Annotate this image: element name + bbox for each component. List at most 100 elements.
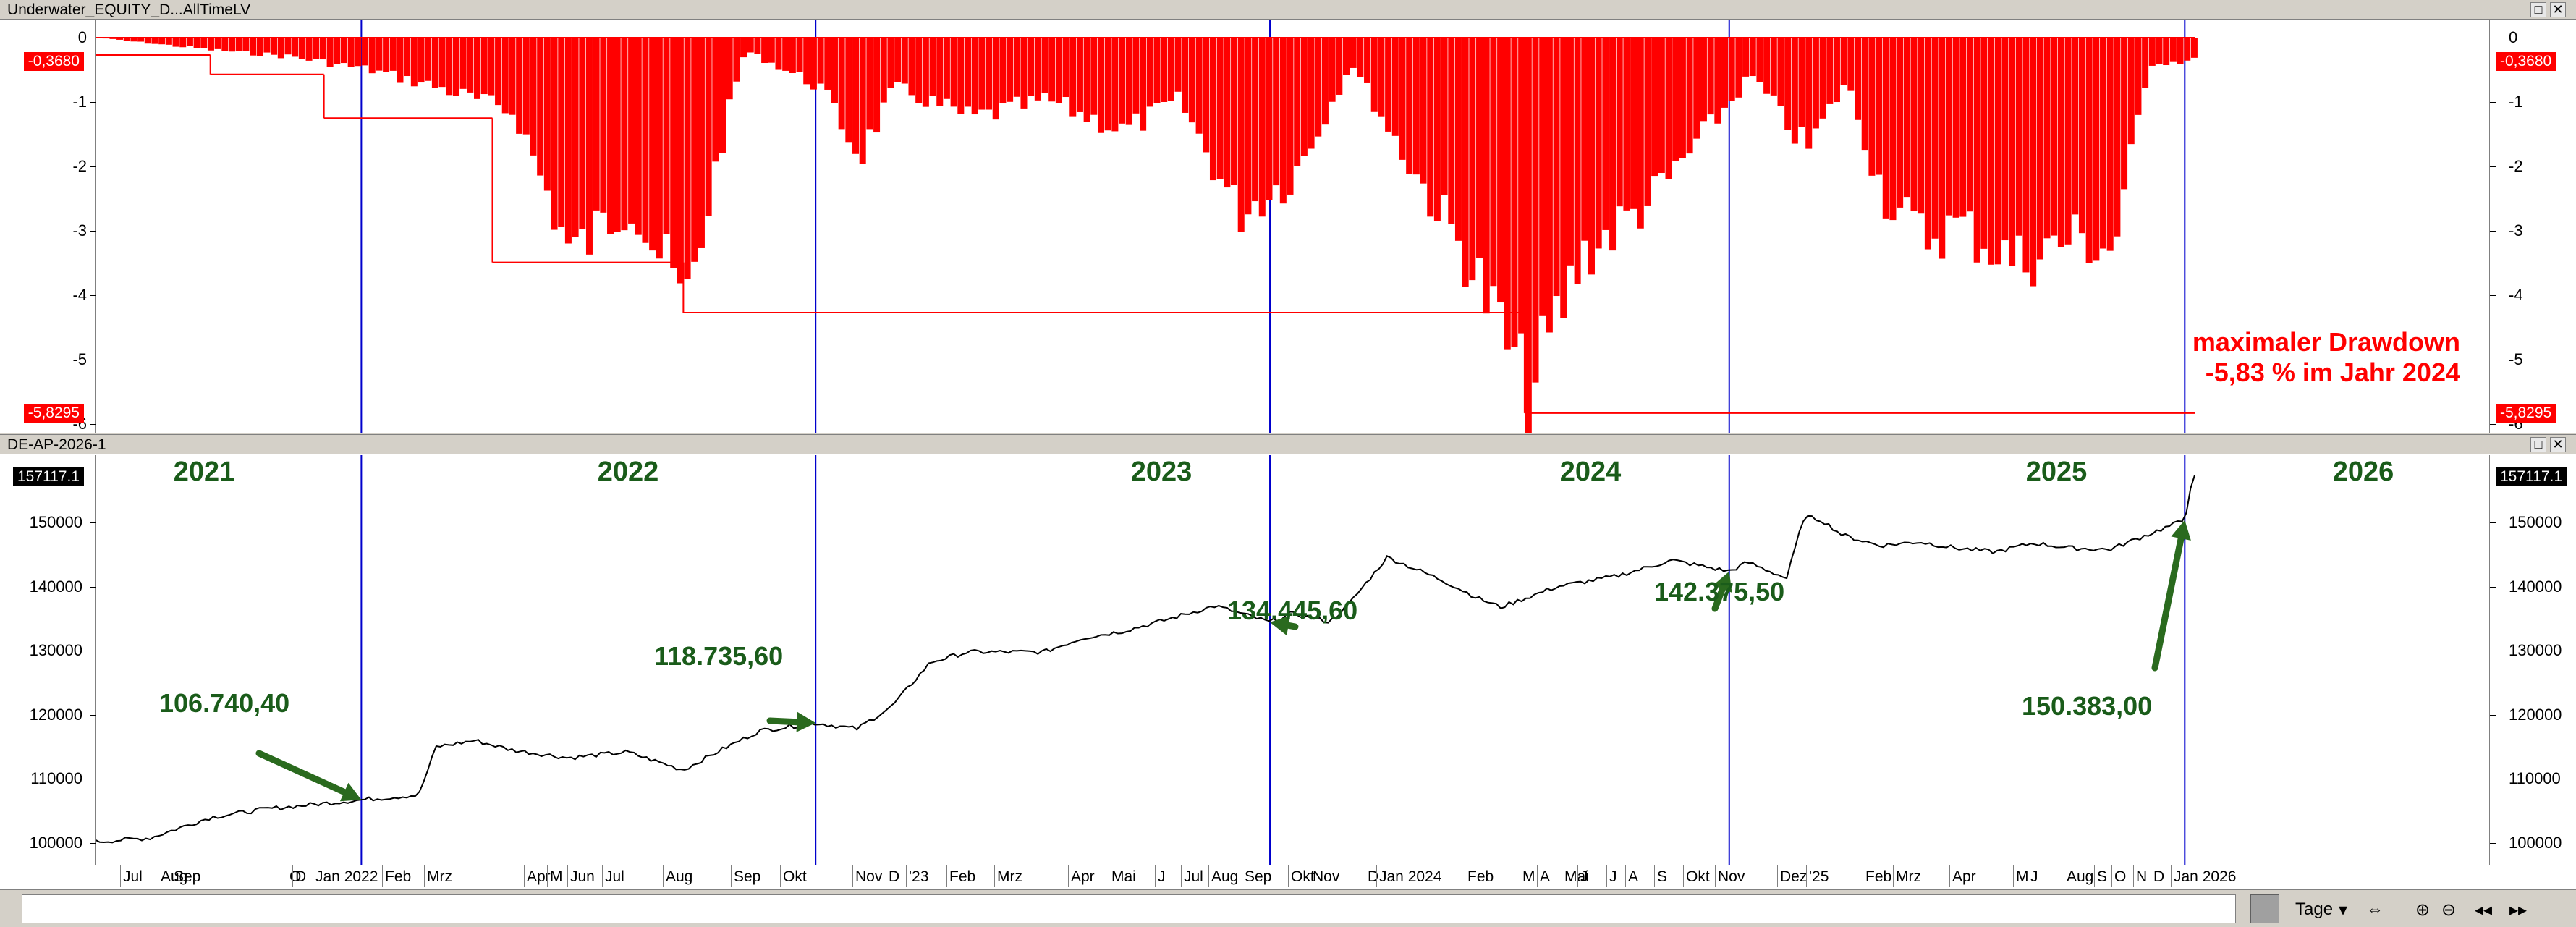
drawdown-bar <box>621 38 628 231</box>
drawdown-bar <box>2036 38 2043 260</box>
drawdown-bar <box>1833 38 1840 103</box>
time-label: Okt <box>1686 868 1710 885</box>
time-label: J <box>1580 868 1588 885</box>
drawdown-bar <box>1707 38 1714 115</box>
drawdown-bar <box>740 38 747 58</box>
time-tick <box>1155 865 1156 887</box>
time-label: M <box>1522 868 1535 885</box>
scroll-both-icon[interactable]: ⇔ <box>2366 900 2384 919</box>
drawdown-bar <box>1195 38 1203 134</box>
drawdown-bar <box>446 38 453 96</box>
scroll-right-icon[interactable]: ▸▸ <box>2509 900 2528 920</box>
restore-icon[interactable]: □ <box>2530 2 2546 17</box>
drawdown-bar <box>256 38 263 56</box>
drawdown-bar <box>1245 38 1252 215</box>
left-y-axis: 150000 140000 130000 120000 110000 100000 1571… <box>0 455 96 865</box>
underwater-panel: Underwater_EQUITY_D...AllTimeLV □ ✕ 0 -1 -… <box>0 0 2576 433</box>
drawdown-bar <box>1959 38 1967 217</box>
time-label: N <box>2136 868 2148 885</box>
time-label: Feb <box>1865 868 1892 885</box>
time-tick <box>1577 865 1578 887</box>
drawdown-bar <box>292 38 299 57</box>
y-tick-label: 110000 <box>30 769 82 788</box>
time-tick <box>2171 865 2172 887</box>
drawdown-bar <box>1090 38 1098 115</box>
drawdown-bar <box>250 38 257 56</box>
y-tick-label: -5 <box>72 350 87 368</box>
time-tick <box>1715 865 1716 887</box>
time-label: S <box>2097 868 2108 885</box>
time-tick <box>2133 865 2134 887</box>
drawdown-bar <box>1370 38 1378 112</box>
time-label: Mrz <box>1896 868 1921 885</box>
drawdown-bar <box>109 38 116 39</box>
drawdown-bar <box>1560 38 1567 318</box>
restore-icon[interactable]: □ <box>2530 437 2546 452</box>
drawdown-bar <box>1378 38 1385 117</box>
drawdown-bar <box>1237 38 1245 232</box>
drawdown-bar <box>1300 38 1308 156</box>
close-icon[interactable]: ✕ <box>2550 437 2566 452</box>
drawdown-bar <box>1798 38 1805 127</box>
time-tick <box>994 865 995 887</box>
drawdown-bar <box>263 38 271 53</box>
drawdown-bar <box>1973 38 1980 263</box>
drawdown-bar <box>1321 38 1329 125</box>
drawdown-bar <box>2135 38 2142 115</box>
drawdown-bar <box>915 38 923 103</box>
drawdown-bar <box>929 38 936 96</box>
time-tick <box>524 865 525 887</box>
drawdown-bar <box>677 38 684 284</box>
drawdown-bar <box>1266 38 1273 200</box>
y-tick-label: 120000 <box>2509 705 2562 724</box>
drawdown-bar <box>1539 38 1546 316</box>
time-label: O <box>2114 868 2127 885</box>
close-icon[interactable]: ✕ <box>2550 2 2566 17</box>
drawdown-bar <box>284 38 292 55</box>
drawdown-bar <box>1826 38 1834 104</box>
y-tick <box>2490 231 2496 232</box>
drawdown-bar <box>2184 38 2191 61</box>
drawdown-bar <box>1209 38 1216 181</box>
y-tick-label: -2 <box>2509 157 2523 175</box>
drawdown-bar <box>1399 38 1406 160</box>
scroll-thumb[interactable] <box>2250 894 2279 923</box>
time-tick <box>2094 865 2095 887</box>
drawdown-bar <box>628 38 635 224</box>
scroll-left-icon[interactable]: ◂◂ <box>2475 900 2493 920</box>
drawdown-bar <box>796 38 803 72</box>
zoom-out-icon[interactable]: ⊖ <box>2441 900 2457 920</box>
time-label: Nov <box>1718 868 1745 885</box>
time-label: Sep <box>1245 868 1272 885</box>
time-label: D <box>2153 868 2165 885</box>
drawdown-bar <box>964 38 971 107</box>
drawdown-bar <box>2190 38 2198 58</box>
time-label: Jul <box>123 868 143 885</box>
annotation-arrow <box>255 750 348 796</box>
drawdown-bar <box>761 38 768 64</box>
y-tick <box>90 231 96 232</box>
time-label: Mrz <box>427 868 452 885</box>
y-tick <box>90 714 96 716</box>
interval-select[interactable]: Tage <box>2295 900 2334 919</box>
drawdown-bar <box>530 38 537 156</box>
drawdown-bar <box>116 38 124 40</box>
drawdown-bar <box>1140 38 1147 131</box>
drawdown-bar <box>838 38 845 130</box>
time-tick <box>1949 865 1950 887</box>
time-tick <box>1683 865 1684 887</box>
value-tag: -5,8295 <box>23 403 84 423</box>
drawdown-bar <box>1679 38 1686 158</box>
time-label: Jan 2024 <box>1379 868 1442 885</box>
time-tick <box>1806 865 1807 887</box>
drawdown-bar <box>1637 38 1644 229</box>
time-tick <box>1068 865 1069 887</box>
interval-dropdown-icon[interactable]: ▾ <box>2339 900 2348 920</box>
zoom-in-icon[interactable]: ⊕ <box>2415 900 2431 920</box>
time-tick <box>731 865 732 887</box>
drawdown-bar <box>986 38 993 110</box>
drawdown-bar <box>572 38 579 237</box>
drawdown-bar <box>340 38 347 64</box>
time-label: Sep <box>734 868 761 885</box>
horizontal-scrollbar[interactable] <box>22 894 2236 923</box>
